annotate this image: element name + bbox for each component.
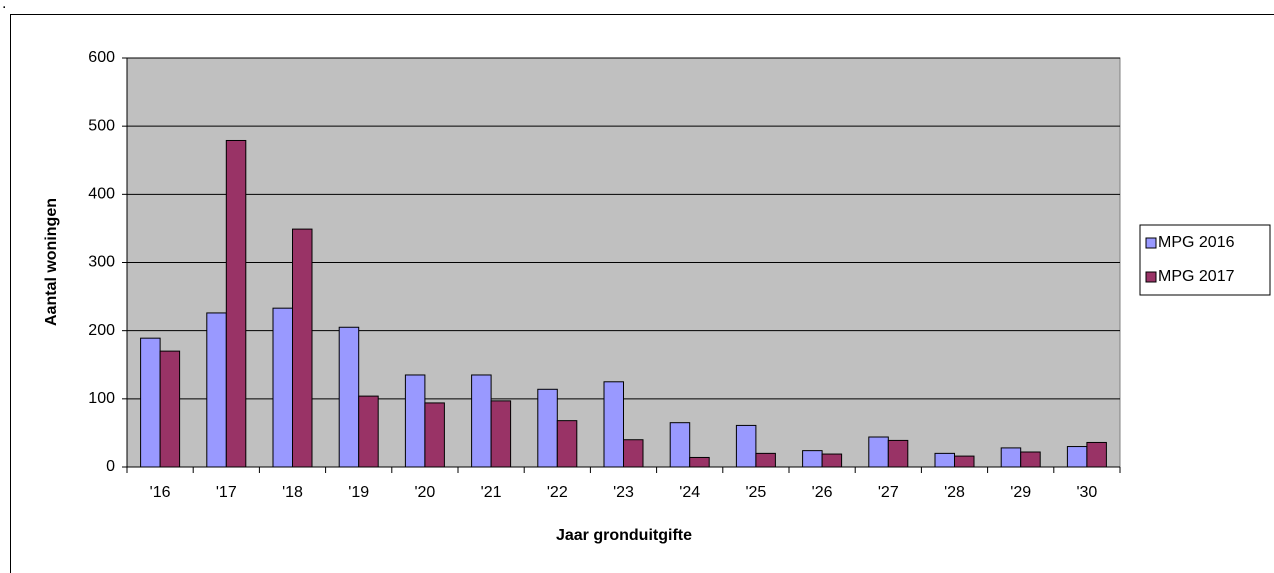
bar — [1000, 447, 1022, 468]
bar — [735, 424, 757, 468]
y-tick-label: 100 — [88, 390, 115, 407]
x-tick-label: '21 — [481, 484, 502, 501]
y-tick-label: 500 — [88, 117, 115, 134]
bar — [490, 400, 512, 468]
legend-label: MPG 2016 — [1158, 234, 1235, 251]
bar — [821, 453, 843, 468]
x-tick-label: '29 — [1010, 484, 1031, 501]
x-tick-label: '22 — [547, 484, 568, 501]
bar — [887, 439, 909, 468]
bar — [206, 312, 227, 468]
y-tick-label: 600 — [88, 49, 115, 66]
bar — [1066, 446, 1088, 468]
bar — [623, 439, 644, 468]
y-tick-label: 400 — [88, 186, 115, 203]
y-tick-label: 200 — [88, 322, 115, 339]
x-tick-label: '19 — [348, 484, 369, 501]
bar — [689, 456, 710, 468]
legend-swatch — [1145, 271, 1157, 283]
y-tick-label: 0 — [106, 458, 115, 475]
x-tick-label: '20 — [414, 484, 435, 501]
bar — [954, 455, 975, 468]
x-tick-label: '25 — [745, 484, 766, 501]
x-axis-label: Jaar gronduitgifte — [556, 527, 692, 544]
x-tick-label: '16 — [150, 484, 171, 501]
bar — [292, 228, 313, 468]
x-tick-label: '26 — [812, 484, 833, 501]
bar — [159, 350, 181, 468]
x-tick-label: '17 — [216, 484, 237, 501]
bar — [537, 388, 558, 468]
bar — [404, 374, 426, 468]
bar — [603, 381, 624, 468]
y-tick-label: 300 — [88, 254, 115, 271]
x-tick-label: '23 — [613, 484, 634, 501]
bar — [802, 450, 823, 468]
chart-frame — [10, 14, 1274, 573]
bar — [424, 402, 445, 468]
bar — [669, 422, 691, 468]
bar — [755, 452, 776, 468]
bar — [1020, 451, 1041, 468]
x-tick-label: '30 — [1076, 484, 1097, 501]
caption: . — [2, 0, 6, 12]
bar — [556, 420, 578, 468]
bar — [1086, 441, 1107, 468]
bar — [868, 436, 889, 468]
bar — [140, 337, 161, 468]
bar — [338, 326, 360, 468]
legend-label: MPG 2017 — [1158, 268, 1235, 285]
bar — [272, 307, 293, 468]
bar — [358, 395, 379, 468]
x-tick-label: '18 — [282, 484, 303, 501]
bar — [471, 374, 492, 468]
y-axis-label: Aantal woningen — [43, 198, 60, 326]
bar — [225, 139, 247, 468]
legend-box — [1139, 224, 1271, 296]
x-tick-label: '24 — [679, 484, 700, 501]
x-tick-label: '27 — [878, 484, 899, 501]
x-tick-label: '28 — [944, 484, 965, 501]
bar — [934, 452, 955, 468]
legend-swatch — [1145, 237, 1157, 249]
